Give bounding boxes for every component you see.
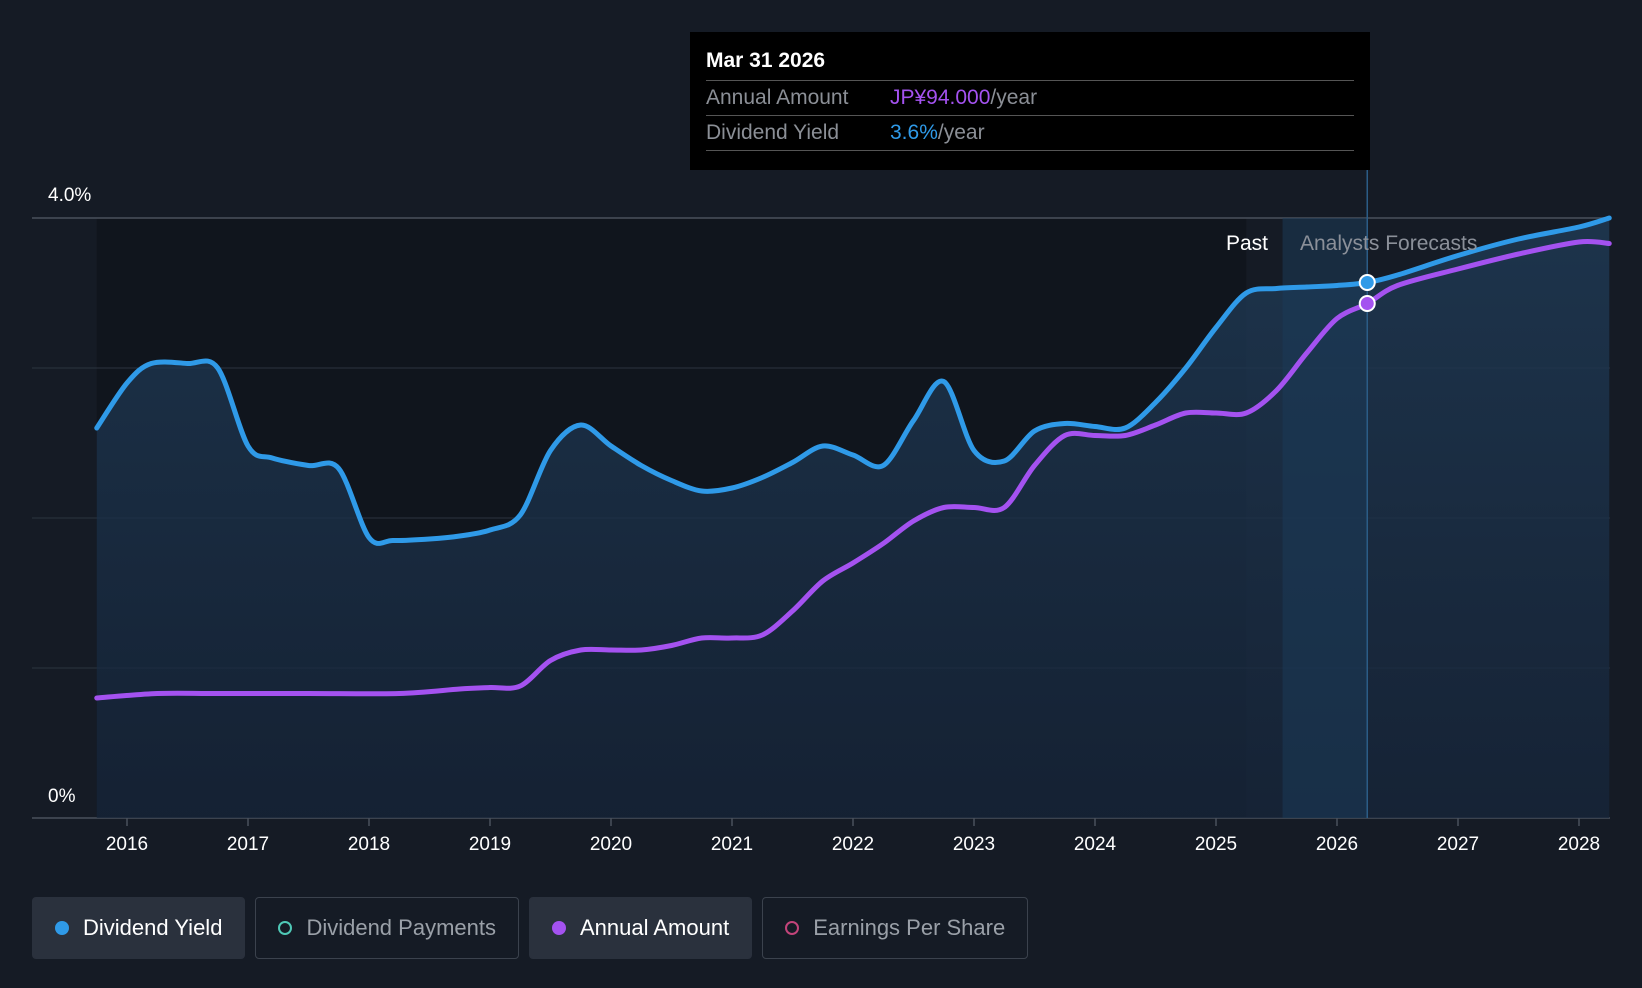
- legend-label: Earnings Per Share: [813, 915, 1006, 940]
- x-tick-label: 2019: [469, 834, 511, 855]
- tooltip-row-annual-amount: Annual Amount JP¥94.000 /year: [706, 80, 1354, 115]
- x-tick-label: 2021: [711, 834, 753, 855]
- x-tick-label: 2026: [1316, 834, 1358, 855]
- x-tick-label: 2018: [348, 834, 390, 855]
- legend-dividend-yield[interactable]: Dividend Yield: [32, 897, 246, 959]
- x-tick-label: 2027: [1437, 834, 1479, 855]
- y-tick-bottom: 0%: [48, 786, 76, 807]
- legend-dividend-payments[interactable]: Dividend Payments: [255, 897, 519, 959]
- series-line-dividend-yield: [94, 215, 1612, 546]
- dividend-yield-area: [96, 218, 1610, 818]
- tooltip-date: Mar 31 2026: [706, 49, 826, 72]
- legend-label: Dividend Yield: [83, 915, 223, 940]
- hover-markers: [1358, 274, 1376, 312]
- tooltip-row-dividend-yield: Dividend Yield 3.6% /year: [706, 115, 1354, 151]
- x-tick-label: 2020: [590, 834, 632, 855]
- x-tick-label: 2016: [106, 834, 148, 855]
- legend-ring-icon: [278, 921, 293, 935]
- legend-dot-icon: [55, 921, 69, 935]
- tooltip-label: Annual Amount: [706, 86, 849, 109]
- tooltip-label: Dividend Yield: [706, 121, 840, 144]
- forecast-label: Analysts Forecasts: [1300, 232, 1477, 255]
- tooltip-unit: /year: [937, 121, 985, 144]
- series-line-annual-amount: [94, 238, 1612, 701]
- legend-earnings-per-share[interactable]: Earnings Per Share: [762, 897, 1029, 959]
- x-tick-label: 2017: [227, 834, 269, 855]
- legend: Dividend Yield Dividend Payments Annual …: [32, 897, 1029, 959]
- legend-dot-icon: [551, 921, 566, 935]
- hover-marker-annual-amount: [1358, 295, 1376, 312]
- tooltip-value: JP¥94.000: [890, 86, 991, 109]
- series-lines: [94, 215, 1612, 701]
- x-axis: 2016 2017 2018 2019 2020 2021 2022 2023 2024 2025…: [106, 818, 1600, 855]
- hover-marker-dividend-yield: [1358, 274, 1376, 291]
- x-tick-label: 2023: [953, 834, 995, 855]
- x-tick-label: 2024: [1074, 834, 1117, 855]
- tooltip-value: 3.6%: [890, 121, 938, 144]
- legend-label: Annual Amount: [579, 915, 730, 940]
- tooltip: Mar 31 2026 Annual Amount JP¥94.000 /yea…: [690, 32, 1370, 170]
- legend-ring-icon: [785, 921, 800, 935]
- tooltip-unit: /year: [990, 86, 1038, 109]
- x-tick-label: 2025: [1195, 834, 1237, 855]
- legend-annual-amount[interactable]: Annual Amount: [528, 897, 753, 959]
- x-tick-label: 2028: [1558, 834, 1600, 855]
- x-tick-label: 2022: [832, 834, 874, 855]
- y-tick-top: 4.0%: [48, 185, 91, 206]
- legend-label: Dividend Payments: [306, 915, 496, 940]
- hover-band: [1282, 218, 1368, 818]
- past-label: Past: [1226, 232, 1268, 255]
